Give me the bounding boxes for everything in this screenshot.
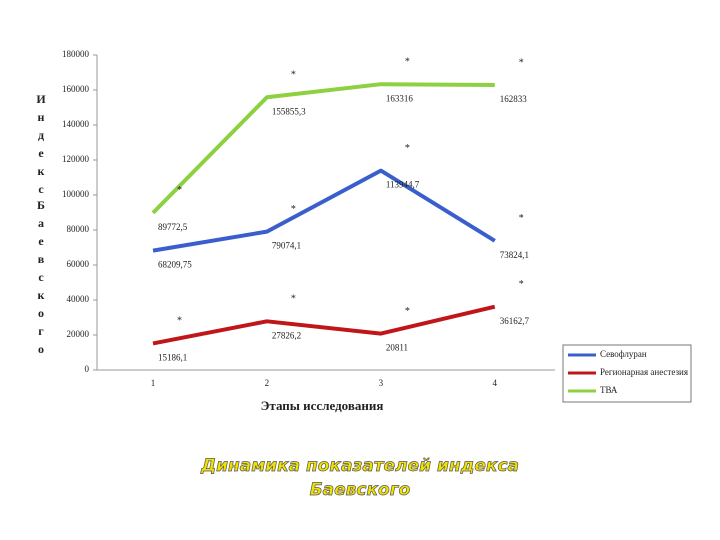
y-tick-label: 80000 <box>67 224 90 234</box>
significance-mark: * <box>405 143 410 154</box>
significance-mark: * <box>177 185 182 196</box>
series-line <box>151 82 495 215</box>
caption: Баевского <box>309 480 411 501</box>
y-tick-label: 180000 <box>62 49 90 59</box>
significance-mark: * <box>519 279 524 290</box>
data-label: 27826,2 <box>272 330 301 340</box>
data-label: 162833 <box>500 94 527 104</box>
data-label: 36162,7 <box>500 316 530 326</box>
x-tick-label: 3 <box>379 378 384 388</box>
significance-mark: * <box>291 294 296 305</box>
y-tick-label: 40000 <box>67 294 90 304</box>
caption: Динамика показателей индекса <box>201 456 520 477</box>
data-label: 89772,5 <box>158 222 188 232</box>
significance-mark: * <box>519 57 524 68</box>
legend-label: Севофлуран <box>600 349 647 359</box>
x-tick-label: 1 <box>151 378 156 388</box>
x-tick-label: 4 <box>493 378 498 388</box>
y-tick-label: 20000 <box>67 329 90 339</box>
y-tick-label: 120000 <box>62 154 90 164</box>
legend-label: ТВА <box>600 385 618 395</box>
data-label: 155855,3 <box>272 106 306 116</box>
series-line <box>152 168 496 253</box>
data-label: 20811 <box>386 343 408 353</box>
data-label: 163316 <box>386 93 414 103</box>
series-line <box>152 304 496 346</box>
data-label: 68209,75 <box>158 260 192 270</box>
legend-label: Регионарная анестезия <box>600 367 688 377</box>
significance-mark: * <box>291 70 296 81</box>
y-axis-title: Индекс <box>34 92 48 200</box>
y-tick-label: 140000 <box>62 119 90 129</box>
x-tick-label: 2 <box>265 378 270 388</box>
data-label: 15186,1 <box>158 352 187 362</box>
y-axis-title: Баевского <box>34 198 48 360</box>
legend-box <box>562 344 692 403</box>
data-label: 113944,7 <box>386 180 420 190</box>
data-label: 73824,1 <box>500 250 529 260</box>
significance-mark: * <box>405 306 410 317</box>
significance-mark: * <box>405 56 410 67</box>
significance-mark: * <box>291 204 296 215</box>
data-label: 79074,1 <box>272 241 301 251</box>
significance-mark: * <box>177 316 182 327</box>
significance-mark: * <box>519 213 524 224</box>
y-tick-label: 60000 <box>67 259 90 269</box>
y-tick-label: 100000 <box>62 189 90 199</box>
y-tick-label: 0 <box>85 364 90 374</box>
x-axis-title: Этапы исследования <box>261 398 384 413</box>
y-tick-label: 160000 <box>62 84 90 94</box>
